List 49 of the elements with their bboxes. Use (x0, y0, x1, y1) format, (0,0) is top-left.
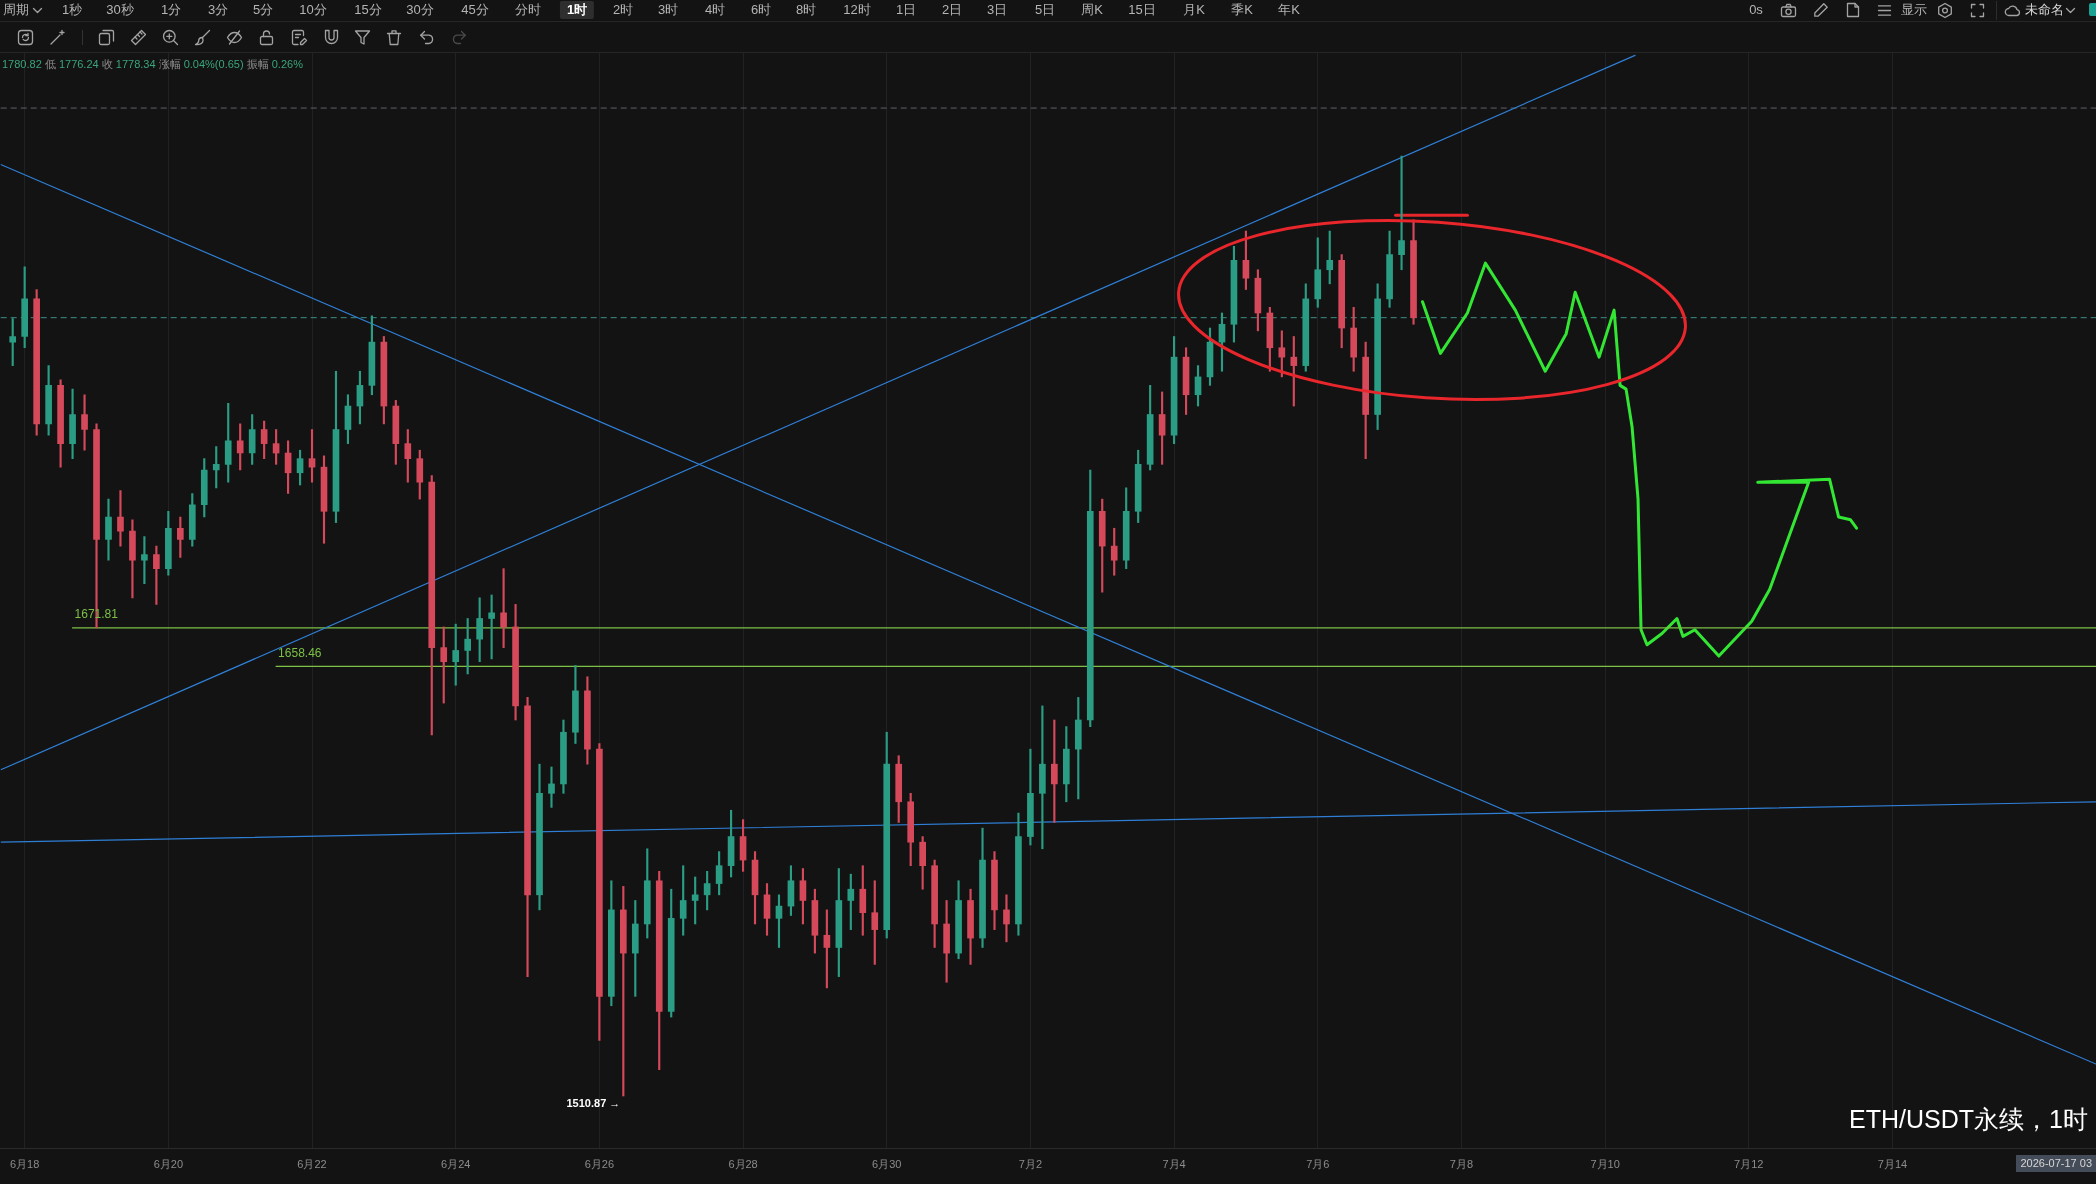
x-tick-label: 7月12 (1734, 1157, 1764, 1170)
text: 0s (1749, 2, 1763, 18)
text: 5分 (252, 2, 274, 18)
x-tick-label: 7月4 (1162, 1157, 1186, 1170)
text: 5日 (1034, 2, 1056, 18)
text: 10分 (299, 2, 327, 18)
series-label: 1658.46 (278, 645, 322, 660)
x-tick-label: 6月30 (872, 1157, 902, 1170)
x-tick-label: 7月8 (1449, 1157, 1474, 1170)
x-tick-label: 6月20 (153, 1157, 184, 1170)
text: 年K (1278, 2, 1300, 18)
text: 1时 (559, 1, 595, 19)
text: 6时 (750, 2, 772, 18)
x-tick-label: 7月6 (1306, 1157, 1330, 1170)
text: 显示 (1901, 2, 1927, 18)
text: 2026-07-17 03 (2016, 1155, 2096, 1172)
text: 3日 (986, 2, 1008, 18)
text: 8时 (795, 2, 817, 18)
text: 周期 (3, 2, 29, 18)
x-tick-label: 7月14 (1877, 1157, 1908, 1170)
text: 4时 (704, 2, 726, 18)
text: 2日 (941, 2, 963, 18)
text: 1秒 (61, 2, 83, 18)
text: 1日 (895, 2, 917, 18)
text: 3分 (207, 2, 229, 18)
x-tick-label: 6月24 (441, 1157, 471, 1170)
text: 30分 (406, 2, 434, 18)
text: 未命名 (2024, 2, 2064, 18)
text: 30秒 (106, 2, 134, 18)
text: 45分 (461, 2, 489, 18)
text: 15日 (1128, 2, 1156, 18)
x-tick-label: 7月2 (1018, 1157, 1043, 1170)
x-tick-label: 6月26 (584, 1157, 615, 1170)
text: 1780.82 低 1776.24 收 1778.34 涨幅 0.04%(0.65) 振幅 0.26% (2, 58, 303, 70)
text: 2时 (612, 2, 634, 18)
text: 1分 (160, 2, 182, 18)
x-tick-label: 6月22 (297, 1157, 327, 1170)
text: ETH/USDT永续，1时 (1849, 1104, 2088, 1134)
text: 15分 (354, 2, 382, 18)
x-tick-label: 6月28 (728, 1157, 758, 1170)
x-tick-label: 7月10 (1590, 1157, 1620, 1170)
text: 周K (1081, 2, 1103, 18)
text: 3时 (657, 2, 679, 18)
text: 季K (1231, 2, 1253, 18)
annotation: 1510.87 → (566, 1097, 621, 1110)
text: 月K (1183, 2, 1205, 18)
text: 12时 (843, 2, 871, 18)
text: 分时 (515, 2, 541, 18)
x-tick-label: 6月18 (10, 1157, 40, 1170)
